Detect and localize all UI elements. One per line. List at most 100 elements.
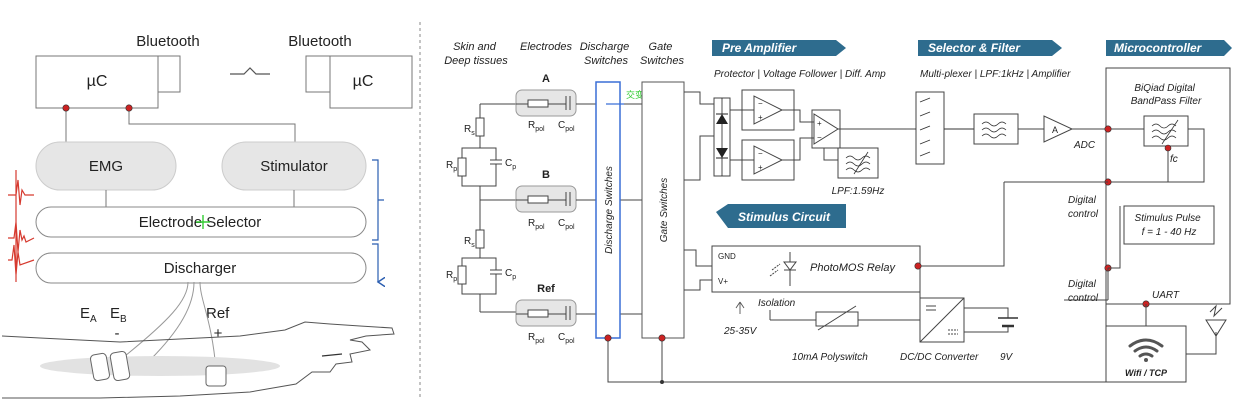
cp-label-1: Cp [505,158,516,171]
right-panel: Skin and Deep tissues Electrodes Dischar… [444,40,1232,384]
left-panel: Bluetooth Bluetooth µC µC EMG Stimulator… [1,33,413,399]
junction-dot [660,380,664,384]
multiplexer-block [915,91,945,165]
stimulus-bracket [372,159,384,282]
column-header-discharge: Discharge Switches [580,41,633,67]
svg-text:Selector & Filter: Selector & Filter [928,41,1021,55]
connection-dot [914,262,922,270]
connection-dot [604,334,612,342]
svg-text:+: + [758,163,763,172]
discharger-block [35,252,367,284]
selector-subtitle: Multi-plexer | LPF:1kHz | Amplifier [920,69,1071,80]
svg-text:Ref: Ref [537,283,555,295]
svg-text:Microcontroller: Microcontroller [1114,41,1203,55]
adc-label: ADC [1073,140,1096,151]
electrode-b: B [515,169,577,213]
lpf-block [837,147,879,179]
svg-text:Cpol: Cpol [558,218,575,231]
gate-switches-block [641,81,685,339]
emg-label: EMG [89,158,123,175]
tissue-model [457,103,516,313]
emg-signal-trace [8,170,35,282]
svg-text:B: B [542,169,550,181]
minus-sign: - [115,325,120,342]
thumb-line [321,353,343,357]
connection-dot [1104,125,1112,133]
voltage-label: 25-35V [723,326,758,337]
green-annotation: 交变 [626,89,644,100]
electrode-ref: Ref [515,283,577,327]
svg-text:−: − [758,149,763,158]
forearm-outline [1,321,395,399]
stimulator-label: Stimulator [260,158,328,175]
wifi-icon [1128,338,1164,358]
svg-text:Cpol: Cpol [558,332,575,345]
biquad-label: BiQiad Digital BandPass Filter [1131,83,1202,107]
wifi-label: Wifi / TCP [1125,368,1168,378]
cable [119,281,189,361]
discharger-label: Discharger [164,260,237,277]
lpf-1khz-block [973,113,1019,145]
banner-selector-filter: Selector & Filter [918,40,1062,56]
electrode-ref-pad [205,365,227,387]
cable [149,281,195,361]
connection-dot [125,104,133,112]
crosshair-icon [196,215,210,229]
svg-text:Stimulus Circuit: Stimulus Circuit [738,210,831,224]
svg-text:Rpol: Rpol [528,218,545,231]
gate-switches-label: Gate Switches [659,178,670,242]
banner-microcontroller: Microcontroller [1106,40,1232,56]
photomos-relay-box [711,245,921,293]
uc-right-box [329,55,413,109]
uc-left-box [35,55,159,109]
muscle-shading [40,356,280,376]
amplifier-triangle [1043,115,1074,143]
plus-sign: + [214,325,223,342]
electrode-eb-label: EB [110,305,127,325]
svg-text:Rpol: Rpol [528,120,545,133]
ref-label: Ref [206,305,230,322]
rp-label-1: Rp [446,160,457,173]
svg-text:Pre Amplifier: Pre Amplifier [722,41,798,55]
svg-text:Cpol: Cpol [558,120,575,133]
discharge-switches-label: Discharge Switches [604,166,615,254]
polyswitch-label: 10mA Polyswitch [792,352,868,363]
cp-label-2: Cp [505,268,516,281]
led-phototransistor-icon [769,252,797,286]
column-header-gate: Gate Switches [640,41,685,67]
vplus-label: V+ [718,277,728,286]
voltage-followers [741,89,841,181]
rs-label-2: Rs [464,236,475,249]
svg-text:A: A [542,73,550,85]
lpf-label: LPF:1.59Hz [832,186,885,197]
microcontroller-box [1105,67,1231,305]
electrode-b-pad [109,350,131,382]
uc-left-label: µC [87,73,108,90]
photomos-label: PhotoMOS Relay [810,262,896,274]
fc-label: fc [1170,154,1178,165]
svg-text:−: − [758,99,763,108]
gnd-label: GND [718,252,736,261]
bluetooth-label-left: Bluetooth [136,33,199,50]
isolation-label: Isolation [758,298,796,309]
cable [199,281,217,371]
rs-label-1: Rs [464,124,475,137]
connection-dot [1164,144,1172,152]
amplifier-label: A [1052,125,1058,135]
bandpass-filter-block [1143,115,1189,147]
antenna-icon [1186,304,1227,355]
electrode-a-pad [89,352,111,382]
bluetooth-module-left [157,55,181,93]
discharge-switches-block [595,81,621,339]
svg-text:−: − [817,133,822,142]
svg-text:Rpol: Rpol [528,332,545,345]
bluetooth-module-right [305,55,331,93]
electrode-a: A [515,73,577,117]
connection-dot [62,104,70,112]
uart-label: UART [1152,290,1180,301]
column-header-skin: Skin and Deep tissues [444,41,508,67]
svg-text:+: + [817,119,822,128]
stimulus-pulse-label: Stimulus Pulse f = 1 - 40 Hz [1135,213,1204,238]
polyswitch-block [815,311,859,327]
